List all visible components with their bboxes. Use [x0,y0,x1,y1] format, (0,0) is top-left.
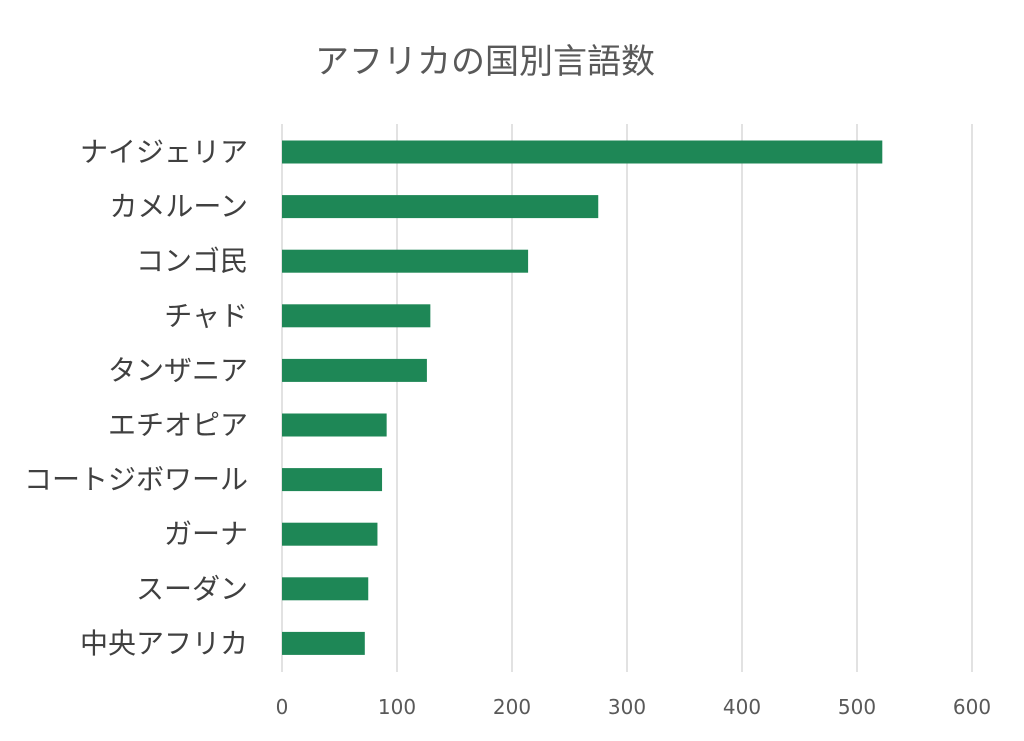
bar [282,468,383,492]
x-tick-label: 400 [723,695,761,719]
category-label: チャド [164,299,248,332]
bar [282,140,883,164]
x-tick-labels: 0 100 200 300 400 500 600 [276,695,991,719]
category-label: カメルーン [109,190,248,223]
bars [282,140,883,655]
category-label: タンザニア [108,354,248,387]
bar [282,522,378,546]
bar [282,631,365,655]
x-tick-label: 600 [953,695,991,719]
x-tick-label: 100 [378,695,416,719]
category-label: コンゴ民 [136,245,248,278]
category-label: ガーナ [164,518,248,551]
bar [282,249,529,273]
x-tick-label: 0 [276,695,289,719]
x-tick-label: 200 [493,695,531,719]
category-labels: ナイジェリアカメルーンコンゴ民チャドタンザニアエチオピアコートジボワールガーナス… [24,136,248,660]
bar [282,304,431,328]
category-label: ナイジェリア [80,136,248,169]
category-label: エチオピア [108,409,248,442]
bar [282,577,369,601]
bar [282,413,387,437]
bar [282,358,427,382]
category-label: 中央アフリカ [80,627,248,660]
chart-title: アフリカの国別言語数 [315,42,655,82]
x-tick-label: 300 [608,695,646,719]
bar [282,195,599,219]
category-label: スーダン [136,572,248,605]
category-label: コートジボワール [24,463,248,496]
x-tick-label: 500 [838,695,876,719]
